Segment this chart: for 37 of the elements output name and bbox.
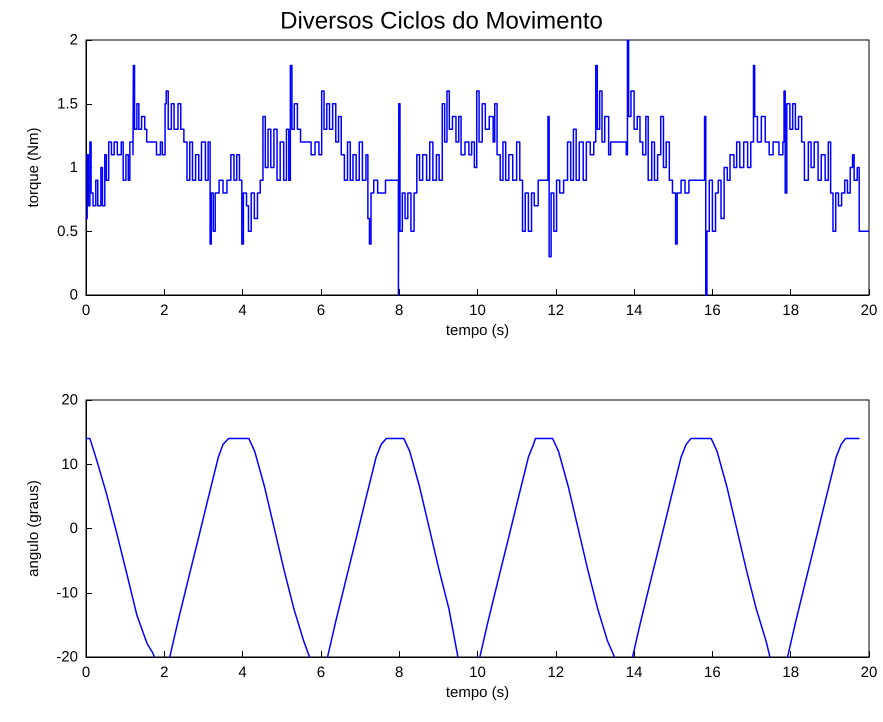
- x-tick-label: 8: [395, 664, 404, 681]
- x-tick-label: 18: [782, 664, 800, 681]
- y-tick-label: 20: [61, 392, 78, 408]
- x-tick-label: 2: [160, 302, 168, 319]
- y-axis-title: torque (Nm): [25, 127, 42, 208]
- x-tick-label: 20: [860, 302, 878, 319]
- x-tick-label: 12: [547, 664, 564, 681]
- y-tick-label: 1: [70, 159, 78, 176]
- x-tick-label: 6: [316, 664, 326, 681]
- x-tick-label: 16: [704, 302, 721, 319]
- x-tick-label: 8: [395, 302, 404, 319]
- x-tick-label: 14: [626, 664, 642, 681]
- x-tick-label: 12: [547, 302, 564, 319]
- x-tick-label: 4: [238, 302, 247, 319]
- y-tick-label: -20: [56, 648, 78, 666]
- x-tick-label: 10: [469, 302, 486, 319]
- x-tick-label: 0: [82, 302, 90, 319]
- x-tick-label: 6: [316, 302, 326, 319]
- x-axis-title: tempo (s): [446, 684, 510, 701]
- y-tick-label: 0.5: [57, 222, 78, 240]
- x-tick-label: 20: [860, 664, 878, 681]
- x-tick-label: 18: [782, 302, 800, 319]
- y-tick-label: 2: [70, 32, 78, 48]
- x-tick-label: 14: [626, 302, 642, 319]
- chart-title: Diversos Ciclos do Movimento: [280, 8, 603, 34]
- x-axis-title: tempo (s): [446, 322, 510, 339]
- x-tick-label: 10: [469, 664, 486, 681]
- y-tick-label: -10: [56, 584, 78, 602]
- x-tick-label: 4: [238, 664, 247, 681]
- y-tick-label: 0: [70, 520, 78, 537]
- y-tick-label: 1.5: [57, 95, 78, 112]
- x-tick-label: 16: [704, 664, 721, 681]
- y-axis-title: angulo (graus): [25, 480, 42, 577]
- y-tick-label: 10: [61, 456, 78, 473]
- y-tick-label: 0: [70, 286, 78, 304]
- x-tick-label: 2: [160, 664, 168, 681]
- x-tick-label: 0: [82, 664, 90, 681]
